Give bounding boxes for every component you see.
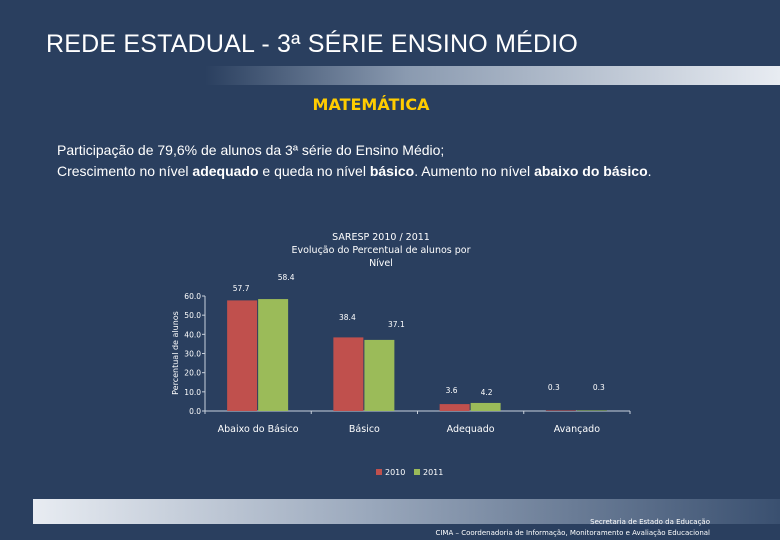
y-tick-label: 40.0 <box>184 330 201 339</box>
data-label: 4.2 <box>481 388 493 397</box>
data-label: 38.4 <box>339 313 356 322</box>
chart-title-line: Evolução do Percentual de alunos por <box>291 245 470 256</box>
bar-2010-2 <box>439 404 470 411</box>
summary-text: Participação de 79,6% de alunos da 3ª sé… <box>57 140 730 182</box>
legend-swatch-2011 <box>414 469 420 475</box>
summary-bold-basico: básico <box>369 163 415 179</box>
subject-heading: MATEMÁTICA <box>312 95 430 114</box>
bar-2011-3 <box>576 410 607 411</box>
y-tick-label: 50.0 <box>184 311 201 320</box>
y-tick-label: 20.0 <box>184 369 201 378</box>
data-label: 57.7 <box>233 284 250 293</box>
bar-2010-1 <box>333 337 364 411</box>
summary-line-2: Crescimento no nível adequado e queda no… <box>57 161 730 182</box>
summary-text-2: e queda no nível <box>258 163 370 179</box>
y-tick-label: 60.0 <box>184 292 201 301</box>
y-axis-label: Percentual de alunos <box>171 311 180 395</box>
bar-2011-0 <box>258 299 289 411</box>
x-tick-label: Básico <box>349 424 380 435</box>
summary-bold-adequado: adequado <box>192 163 259 179</box>
x-tick-label: Avançado <box>554 424 600 435</box>
data-label: 0.3 <box>593 383 605 392</box>
x-tick-label: Adequado <box>447 424 495 435</box>
data-label: 3.6 <box>446 386 458 395</box>
legend-label-2011: 2011 <box>423 468 443 477</box>
y-tick-label: 0.0 <box>189 407 201 416</box>
legend-swatch-2010 <box>376 469 382 475</box>
bar-2010-3 <box>545 410 576 411</box>
summary-text-3: . Aumento no nível <box>414 163 535 179</box>
data-label: 37.1 <box>388 320 405 329</box>
footer-gradient-band <box>33 499 780 524</box>
x-tick-label: Abaixo do Básico <box>218 424 299 435</box>
bar-2011-1 <box>364 339 395 411</box>
footer-secretaria: Secretaria de Estado da Educação <box>590 518 710 526</box>
slide-title: REDE ESTADUAL - 3ª SÉRIE ENSINO MÉDIO <box>46 30 579 58</box>
data-label: 0.3 <box>548 383 560 392</box>
bar-2011-2 <box>470 402 501 411</box>
summary-text-4: . <box>647 163 652 179</box>
chart-title-line: Nível <box>369 258 393 269</box>
bar-2010-0 <box>227 300 258 411</box>
footer-cima: CIMA – Coordenadoria de Informação, Moni… <box>435 529 710 537</box>
y-tick-label: 30.0 <box>184 350 201 359</box>
legend-label-2010: 2010 <box>385 468 405 477</box>
y-tick-label: 10.0 <box>184 388 201 397</box>
title-gradient-band <box>205 66 780 85</box>
data-label: 58.4 <box>278 273 295 282</box>
summary-bold-abaixo: abaixo do básico <box>534 163 648 179</box>
summary-text-1: Crescimento no nível <box>57 163 193 179</box>
chart-title-line: SARESP 2010 / 2011 <box>332 232 430 243</box>
summary-line-1: Participação de 79,6% de alunos da 3ª sé… <box>57 142 445 158</box>
